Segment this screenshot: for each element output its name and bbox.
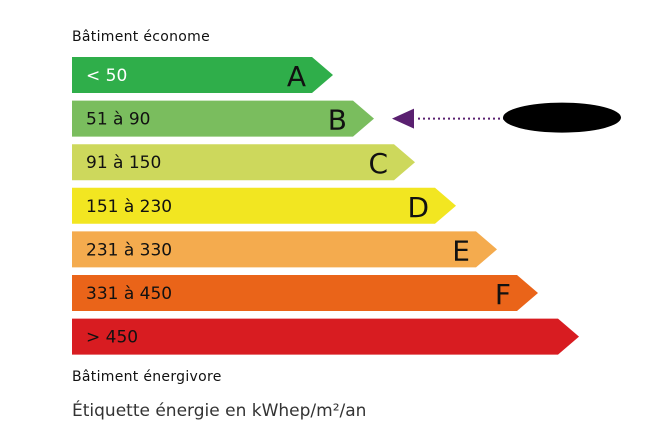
class-letter: D — [407, 191, 429, 224]
class-range: > 450 — [86, 328, 138, 348]
footer-label: Bâtiment énergivore — [72, 369, 222, 385]
class-bar — [72, 231, 497, 268]
energy-class-d: 151 à 230 D — [72, 187, 456, 224]
class-bar — [72, 144, 415, 181]
energy-class-b: 51 à 90 B — [72, 100, 374, 137]
class-letter: F — [495, 278, 511, 311]
class-bar — [72, 100, 374, 137]
header-label: Bâtiment économe — [72, 29, 210, 45]
class-range: 51 à 90 — [86, 110, 151, 130]
class-bar — [72, 187, 456, 224]
unit-caption: Étiquette énergie en kWhep/m²/an — [72, 401, 367, 421]
class-letter: E — [452, 234, 470, 267]
energy-class-g: > 450 — [72, 318, 579, 355]
indicator-arrow-icon — [392, 108, 414, 129]
class-bar — [72, 57, 333, 93]
class-letter: A — [287, 60, 306, 93]
class-range: < 50 — [86, 66, 127, 86]
energy-class-c: 91 à 150 C — [72, 144, 415, 181]
class-range: 331 à 450 — [86, 284, 172, 304]
class-letter: B — [328, 104, 347, 137]
energy-class-f: 331 à 450 F — [72, 275, 538, 311]
energy-class-e: 231 à 330 E — [72, 231, 497, 268]
current-class-indicator — [392, 102, 621, 133]
redacted-value — [503, 102, 621, 133]
class-letter: C — [368, 147, 388, 180]
class-range: 231 à 330 — [86, 240, 172, 260]
class-range: 151 à 230 — [86, 197, 172, 217]
class-bar — [72, 318, 579, 355]
class-bar — [72, 275, 538, 311]
energy-class-a: < 50 A — [72, 57, 333, 93]
class-range: 91 à 150 — [86, 153, 161, 173]
